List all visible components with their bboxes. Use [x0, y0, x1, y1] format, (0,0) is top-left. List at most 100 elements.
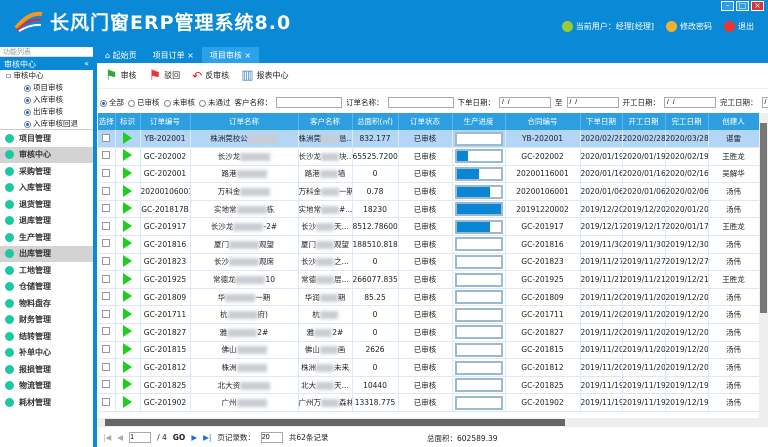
minimize-button[interactable]: – — [721, 1, 734, 11]
menu-item[interactable]: 仓储管理 — [0, 279, 93, 296]
table-row[interactable]: GC-201812 株洲 株洲 未来 0 已审核 GC-201812 2019/1… — [98, 358, 759, 377]
row-checkbox[interactable] — [102, 362, 111, 371]
menu-item[interactable]: 财务管理 — [0, 312, 93, 329]
row-checkbox[interactable] — [102, 151, 111, 160]
row-checkbox[interactable] — [102, 309, 111, 318]
column-header[interactable]: 订单状态 — [398, 113, 453, 130]
table-row[interactable]: GC-201815 佛山 佛山画 2626 已审核 GC-201815 2019… — [98, 341, 759, 360]
menu-item[interactable]: 报损管理 — [0, 361, 93, 378]
tree-root[interactable]: ▫ 审核中心 — [6, 71, 44, 80]
radio-failed[interactable]: 未通过 — [199, 97, 231, 108]
row-checkbox[interactable] — [102, 168, 111, 177]
collapse-icon[interactable]: « — [84, 59, 89, 68]
column-header[interactable]: 完工日期 — [665, 113, 709, 130]
start-date-input[interactable] — [664, 97, 716, 108]
table-row[interactable]: GC-201917 长沙龙-2# 长沙天... 8512.78600... 已审… — [98, 217, 759, 237]
menu-item[interactable]: 物料盘存 — [0, 295, 93, 312]
order-date-from[interactable] — [499, 97, 551, 108]
tree-item[interactable]: 入库审核回退 — [0, 118, 93, 130]
section-header[interactable]: 审核中心 « — [0, 57, 93, 70]
report-center-button[interactable]: ▥ 报表中心 — [241, 68, 289, 83]
page-input[interactable] — [129, 431, 152, 443]
column-header[interactable]: 创建人 — [708, 113, 759, 130]
menu-item[interactable]: 补单中心 — [0, 345, 93, 362]
row-checkbox[interactable] — [102, 221, 111, 230]
table-row[interactable]: GC-201823 长沙 观席 长沙 之... 0 已审核 GC-201823 20… — [98, 253, 759, 272]
menu-item[interactable]: 采购管理 — [0, 163, 93, 180]
maximize-button[interactable]: □ — [736, 1, 749, 11]
approve-button[interactable]: ⚑ 审核 — [105, 67, 137, 84]
table-row[interactable]: 20200106001 万科金 万科金一期 0.78 已审核 202001060… — [98, 182, 759, 201]
order-date-to[interactable] — [566, 97, 619, 108]
logout-button[interactable]: 退出 — [724, 21, 754, 32]
menu-item[interactable]: 工地管理 — [0, 262, 93, 279]
customer-input[interactable] — [276, 97, 342, 108]
column-header[interactable]: 下单日期 — [580, 113, 623, 130]
menu-item[interactable]: 项目管理 — [0, 130, 93, 147]
menu-item[interactable]: 耗材管理 — [0, 394, 93, 411]
menu-item[interactable]: 退货管理 — [0, 196, 93, 213]
reject-button[interactable]: ⚑ 驳回 — [148, 67, 181, 84]
row-checkbox[interactable] — [102, 274, 111, 283]
prev-page-button[interactable]: ◀ — [117, 432, 124, 442]
table-row[interactable]: GC-201816 厦门 观望 厦门 观望 188510.818 已审核 GC-20… — [98, 235, 759, 254]
row-checkbox[interactable] — [102, 239, 111, 248]
radio-unapproved[interactable]: 未审核 — [163, 97, 195, 108]
column-header[interactable]: 开工日期 — [622, 113, 666, 130]
horizontal-scrollbar[interactable] — [97, 418, 768, 427]
unapprove-button[interactable]: ↶ 反审核 — [192, 68, 230, 83]
row-checkbox[interactable] — [102, 292, 111, 301]
table-row[interactable]: GC-201902 广州 广州万森林 13318.775 已审核 GC-2019… — [98, 393, 759, 412]
first-page-button[interactable]: |◀ — [103, 432, 112, 442]
column-header[interactable]: 生产进度 — [452, 113, 506, 130]
table-row[interactable]: GC-201827 雅 2# 雅 2# 0 已审核 GC-201827 2019/1… — [98, 323, 759, 342]
page-size-input[interactable] — [260, 431, 283, 443]
change-password-button[interactable]: 修改密码 — [666, 21, 712, 32]
tree-item[interactable]: 入库审核 — [0, 94, 93, 106]
order-input[interactable] — [387, 97, 454, 108]
table-row[interactable]: GC-202001 路港 路港墙 0 已审核 20200116001 2020/… — [98, 165, 759, 184]
tree-item[interactable]: 项目审核 — [0, 82, 93, 94]
table-row[interactable]: GC-201711 杭府) 杭 0 已审核 GC-201711 2019/11/… — [98, 305, 759, 325]
go-button[interactable]: GO — [172, 432, 186, 442]
menu-item[interactable]: 结转管理 — [0, 328, 93, 345]
row-checkbox[interactable] — [102, 344, 111, 353]
column-header[interactable]: 总面积(㎡) — [352, 113, 399, 130]
radio-all[interactable]: 全部 — [100, 97, 124, 108]
column-header[interactable]: 选择 — [98, 113, 116, 130]
column-header[interactable]: 客户名称 — [298, 113, 353, 130]
menu-item[interactable]: 退库管理 — [0, 213, 93, 230]
row-checkbox[interactable] — [102, 186, 111, 195]
row-checkbox[interactable] — [102, 133, 111, 142]
menu-item[interactable]: 出库管理 — [0, 245, 93, 262]
column-header[interactable]: 订单名称 — [190, 113, 299, 130]
table-row[interactable]: GC-201817B 实地常栋 实地常 #... 18230 已审核 201912… — [98, 200, 759, 219]
row-checkbox[interactable] — [102, 380, 111, 389]
next-page-button[interactable]: ▶ — [191, 432, 198, 442]
menu-item[interactable]: 物流管理 — [0, 378, 93, 395]
table-row[interactable]: GC-201825 北大资 北大 天... 10440 已审核 GC-201825… — [98, 376, 759, 395]
menu-item[interactable]: 入库管理 — [0, 180, 93, 197]
tab-project-order[interactable]: 项目订单 × — [152, 51, 194, 60]
row-checkbox[interactable] — [102, 204, 111, 213]
tree-item[interactable]: 出库审核 — [0, 106, 93, 118]
column-header[interactable]: 订单编号 — [140, 113, 191, 130]
tab-home[interactable]: ⌂ 起始页 — [105, 51, 137, 60]
row-checkbox[interactable] — [102, 256, 111, 265]
finish-date-input[interactable] — [761, 97, 768, 108]
row-checkbox[interactable] — [102, 397, 111, 406]
close-button[interactable]: × — [751, 1, 764, 11]
radio-approved[interactable]: 已审核 — [128, 97, 160, 108]
last-page-button[interactable]: ▶| — [203, 432, 212, 442]
menu-item[interactable]: 审核中心 — [0, 146, 93, 163]
tab-project-review[interactable]: 项目审核 × — [201, 47, 260, 63]
menu-item[interactable]: 生产管理 — [0, 229, 93, 246]
row-checkbox[interactable] — [102, 327, 111, 336]
table-row[interactable]: GC-201809 华一期 华润期 85.25 已审核 GC-201809 20… — [98, 288, 759, 307]
column-header[interactable]: 标识 — [115, 113, 141, 130]
vertical-scrollbar[interactable] — [759, 113, 768, 418]
column-header[interactable]: 合同编号 — [505, 113, 581, 130]
